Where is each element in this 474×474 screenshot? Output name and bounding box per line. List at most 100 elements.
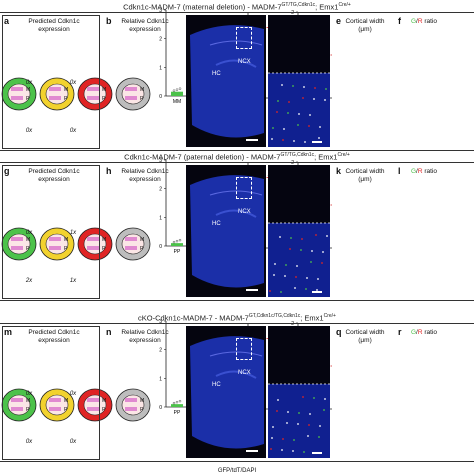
svg-text:M: M <box>26 87 30 93</box>
cell-dot <box>271 138 273 140</box>
cell-dot <box>294 287 296 289</box>
cell-dot <box>318 137 320 139</box>
cell-dot <box>277 100 279 102</box>
cell-dot <box>295 276 297 278</box>
cell-dot <box>302 97 304 99</box>
cell-dot <box>311 250 313 252</box>
brain-outline <box>186 15 266 147</box>
cell-dot <box>308 125 310 127</box>
svg-text:M: M <box>102 398 106 404</box>
brain-outline <box>186 165 266 297</box>
row-title-sup2: Cre/+ <box>323 313 336 319</box>
x-tick-label: PP <box>174 410 181 416</box>
svg-text:P: P <box>140 96 144 102</box>
cell-dot <box>305 288 307 290</box>
g-letter: G <box>410 168 417 175</box>
cell-dot <box>290 237 292 239</box>
svg-text:P: P <box>64 407 68 413</box>
cell-dot <box>318 436 320 438</box>
ncx-label: NCX <box>238 209 251 215</box>
svg-text:M: M <box>64 87 68 93</box>
expression-caption: 0x <box>25 128 33 134</box>
cell-dot <box>309 114 311 116</box>
y-tick-label: 2 <box>291 321 294 327</box>
cell-diagram: MP <box>39 388 75 422</box>
zoom-region-box <box>236 338 252 360</box>
row-title-sup: GT,Cdkn1c/TG,Cdkn1c <box>248 313 301 319</box>
data-point <box>172 89 176 92</box>
cortical-width-title: Cortical width (μm) <box>345 18 385 33</box>
row-title: Cdkn1c-MADM-7 (paternal deletion) - MADM… <box>0 152 474 162</box>
expression-caption: 0x <box>25 230 33 236</box>
cell-diagram: MP <box>77 388 113 422</box>
cell-diagram: MP <box>115 227 151 261</box>
relative-expression-title: Relative Cdkn1c expression <box>121 168 169 183</box>
relative-expression-title: Relative Cdkn1c expression <box>121 329 169 344</box>
footer-caption: GFP/tdT/DAPI <box>217 468 257 474</box>
hc-label: HC <box>212 221 221 227</box>
cell-dot <box>317 278 319 280</box>
x-tick-label: MM <box>173 99 181 105</box>
panel-label: n <box>106 327 112 337</box>
data-point <box>172 240 176 244</box>
y-tick-label: 0 <box>159 405 162 411</box>
cortical-width-title: Cortical width (μm) <box>345 168 385 183</box>
row-separator <box>0 162 474 163</box>
r-letter: R <box>417 329 423 336</box>
cell-dot <box>279 236 281 238</box>
cell-dot <box>310 261 312 263</box>
cell-dot <box>271 437 273 439</box>
cell-dot <box>276 410 278 412</box>
svg-text:P: P <box>26 407 30 413</box>
svg-text:M: M <box>140 398 144 404</box>
expression-caption: 1x <box>69 278 77 284</box>
slash: / <box>416 329 418 336</box>
svg-text:M: M <box>26 237 30 243</box>
x-tick-label: PP <box>174 249 181 255</box>
panel-label: h <box>106 166 112 176</box>
row-title-sup: GT/TG,Cdkn1c <box>281 2 316 8</box>
scale-bar <box>246 139 258 141</box>
panel-label: k <box>336 166 342 176</box>
row-title: Cdkn1c-MADM-7 (maternal deletion) - MADM… <box>0 2 474 12</box>
expression-caption: 0x <box>25 391 33 397</box>
row-bottom-separator <box>0 461 474 462</box>
g-letter: G <box>410 18 417 25</box>
svg-text:P: P <box>64 96 68 102</box>
zoom-content <box>268 222 330 297</box>
svg-text:M: M <box>140 87 144 93</box>
row-title-suffix: ; Emx1 <box>315 2 339 12</box>
zoom-region-box <box>236 177 252 199</box>
cell-dot <box>315 234 317 236</box>
y-tick-label: 2 <box>291 10 294 16</box>
cell-dot <box>316 289 318 291</box>
data-point <box>175 239 179 243</box>
predicted-expression-panel <box>2 165 100 299</box>
cell-dot <box>273 274 275 276</box>
y-tick-label: 1 <box>159 376 162 382</box>
predicted-expression-panel <box>2 326 100 460</box>
scale-bar <box>246 289 258 291</box>
data-point <box>178 238 182 242</box>
gr-ratio-title: G/R ratio <box>404 329 444 337</box>
y-tick-label: 3 <box>159 319 162 325</box>
panel-label: g <box>4 166 10 176</box>
brain-section-image: HC NCX <box>186 15 266 147</box>
cell-dot <box>313 397 315 399</box>
cell-dot <box>308 424 310 426</box>
cell-dot <box>269 290 271 292</box>
cell-dot <box>292 450 294 452</box>
row-bottom-separator <box>0 300 474 301</box>
row-title-suffix: ; Emx1 <box>314 152 338 162</box>
cell-dot <box>297 423 299 425</box>
cortical-width-title: Cortical width (μm) <box>345 329 385 344</box>
svg-text:P: P <box>26 246 30 252</box>
cell-diagram: MP <box>1 227 37 261</box>
cell-dot <box>323 409 325 411</box>
y-tick-label: 2 <box>291 160 294 166</box>
hc-label: HC <box>212 382 221 388</box>
cell-dot <box>324 99 326 101</box>
svg-text:M: M <box>64 398 68 404</box>
row-title-text: Cdkn1c-MADM-7 (paternal deletion) - MADM… <box>124 152 281 162</box>
scale-bar <box>246 450 258 452</box>
